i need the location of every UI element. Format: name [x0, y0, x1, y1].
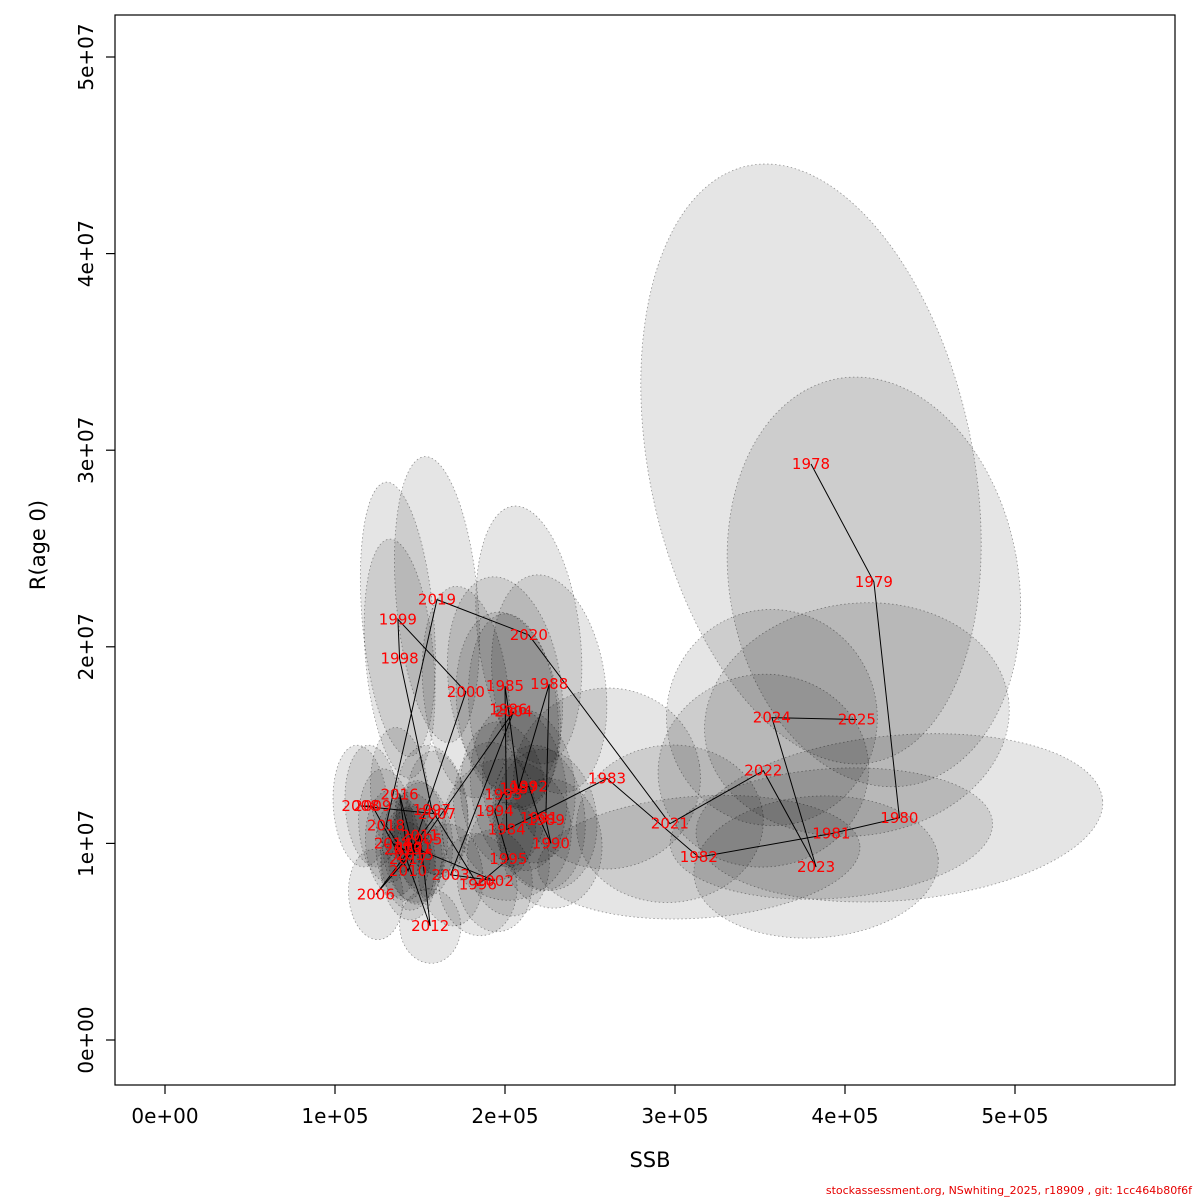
year-label-1982: 1982 [680, 848, 718, 866]
year-label-1983: 1983 [588, 770, 626, 788]
year-label-1989: 1989 [527, 811, 565, 829]
year-label-2015: 2015 [396, 846, 434, 864]
year-label-1999: 1999 [379, 610, 417, 628]
watermark-text: stockassessment.org, NSwhiting_2025, r18… [825, 1184, 1192, 1197]
year-label-2021: 2021 [651, 815, 689, 833]
year-label-1987: 1987 [500, 779, 538, 797]
year-label-2009: 2009 [353, 797, 391, 815]
year-label-2019: 2019 [418, 591, 456, 609]
year-label-2003: 2003 [432, 866, 470, 884]
year-label-1985: 1985 [486, 677, 524, 695]
y-tick-label: 2e+07 [74, 613, 98, 680]
uncertainty-ellipse-2025 [704, 602, 1010, 837]
year-label-2005: 2005 [404, 831, 442, 849]
x-tick-label: 2e+05 [471, 1104, 538, 1128]
year-label-2020: 2020 [510, 626, 548, 644]
year-label-1978: 1978 [792, 455, 830, 473]
year-label-1984: 1984 [488, 821, 526, 839]
year-label-2018: 2018 [367, 817, 405, 835]
y-tick-label: 3e+07 [74, 417, 98, 484]
x-tick-label: 1e+05 [301, 1104, 368, 1128]
year-label-1981: 1981 [812, 825, 850, 843]
year-label-1988: 1988 [530, 675, 568, 693]
year-label-2010: 2010 [389, 862, 427, 880]
year-label-1979: 1979 [855, 573, 893, 591]
year-label-1986: 1986 [489, 701, 527, 719]
year-label-2000: 2000 [447, 683, 485, 701]
year-label-2012: 2012 [411, 917, 449, 935]
year-label-2024: 2024 [753, 709, 791, 727]
y-tick-label: 1e+07 [74, 810, 98, 877]
y-tick-label: 4e+07 [74, 220, 98, 287]
year-label-2013: 2013 [384, 840, 422, 858]
year-label-2004: 2004 [494, 703, 532, 721]
year-label-1995: 1995 [489, 850, 527, 868]
year-label-1998: 1998 [381, 650, 419, 668]
x-tick-label: 5e+05 [981, 1104, 1048, 1128]
year-label-2022: 2022 [744, 762, 782, 780]
year-label-1992: 1992 [510, 777, 548, 795]
year-label-1991: 1991 [520, 809, 558, 827]
x-axis-title: SSB [629, 1148, 671, 1172]
year-label-2017: 2017 [389, 850, 427, 868]
uncertainty-ellipse-1978 [640, 163, 982, 765]
year-label-2006: 2006 [357, 886, 395, 904]
year-label-1980: 1980 [880, 809, 918, 827]
year-label-2008: 2008 [341, 797, 379, 815]
y-axis-title: R(age 0) [26, 499, 50, 591]
year-label-2023: 2023 [797, 858, 835, 876]
year-label-1993: 1993 [484, 785, 522, 803]
year-label-1994: 1994 [476, 802, 514, 820]
year-trajectory-line [360, 463, 900, 927]
x-tick-label: 4e+05 [811, 1104, 878, 1128]
year-label-2007: 2007 [418, 805, 456, 823]
x-tick-label: 0e+00 [131, 1104, 198, 1128]
year-label-2002: 2002 [476, 872, 514, 890]
year-label-2011: 2011 [401, 827, 439, 845]
year-label-1996: 1996 [459, 876, 497, 894]
plot-box [114, 14, 1176, 1086]
x-tick-label: 3e+05 [641, 1104, 708, 1128]
year-label-2001: 2001 [394, 838, 432, 856]
year-label-2014: 2014 [374, 834, 412, 852]
year-label-1997: 1997 [413, 801, 451, 819]
year-label-2016: 2016 [381, 785, 419, 803]
year-label-1990: 1990 [532, 834, 570, 852]
y-tick-label: 0e+00 [74, 1006, 98, 1073]
plot-data-layer: 1978 1979 1980 1981 1982 1983 1984 1985 1986 1987… [332, 163, 1104, 964]
y-tick-label: 5e+07 [74, 23, 98, 90]
year-label-2025: 2025 [838, 711, 876, 729]
